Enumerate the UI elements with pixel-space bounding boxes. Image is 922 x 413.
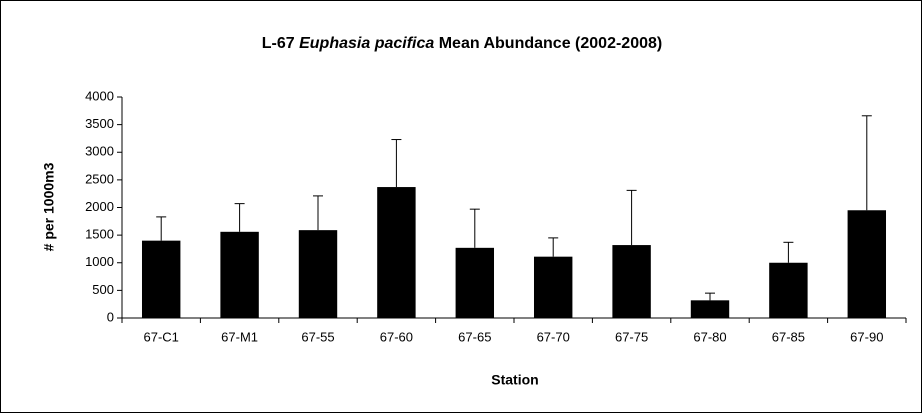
y-tick-label: 1500 (85, 227, 114, 242)
y-tick-label: 500 (92, 282, 114, 297)
y-tick-label: 2000 (85, 199, 114, 214)
chart-title: L-67 Euphasia pacifica Mean Abundance (2… (262, 35, 662, 52)
x-tick-label: 67-90 (850, 329, 883, 344)
y-tick-label: 4000 (85, 88, 114, 103)
x-tick-label: 67-85 (772, 329, 805, 344)
bar (612, 245, 651, 318)
bar (769, 262, 808, 318)
x-tick-label: 67-70 (537, 329, 570, 344)
bar (220, 231, 259, 318)
bar (533, 256, 573, 318)
bar (455, 247, 495, 318)
bar (141, 240, 181, 318)
x-tick-label: 67-60 (380, 329, 413, 344)
x-tick-label: 67-65 (458, 329, 491, 344)
bar (690, 300, 730, 318)
bar (298, 230, 338, 318)
y-tick-label: 3500 (85, 116, 114, 131)
y-tick-label: 2500 (85, 171, 114, 186)
y-tick-label: 3000 (85, 144, 114, 159)
bar (377, 187, 416, 318)
bar (847, 210, 887, 318)
x-tick-label: 67-55 (301, 329, 334, 344)
y-tick-label: 1000 (85, 254, 114, 269)
y-axis-label: # per 1000m3 (41, 162, 57, 251)
x-tick-label: 67-75 (615, 329, 648, 344)
x-tick-label: 67-C1 (143, 329, 178, 344)
x-tick-label: 67-M1 (221, 329, 258, 344)
x-tick-label: 67-80 (693, 329, 726, 344)
x-axis-label: Station (491, 372, 538, 388)
y-tick-label: 0 (107, 309, 114, 324)
